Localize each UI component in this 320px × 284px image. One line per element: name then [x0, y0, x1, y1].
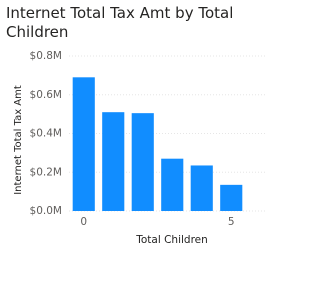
y-tick-label: $0.0M: [30, 205, 62, 217]
chart-title: Internet Total Tax Amt by Total Children: [6, 4, 234, 41]
bar: [190, 165, 213, 211]
x-tick-label: 0: [80, 216, 87, 228]
y-axis-title: Internet Total Tax Amt: [13, 85, 24, 195]
x-axis-title: Total Children: [135, 234, 208, 246]
y-tick-label: $0.4M: [30, 128, 62, 140]
bar: [131, 113, 154, 211]
chart: Total Children Internet Total Tax Amt $0…: [13, 50, 266, 246]
bar: [102, 112, 125, 211]
y-tick-label: $0.8M: [30, 50, 62, 62]
y-tick-label: $0.6M: [30, 89, 62, 101]
bar: [161, 158, 184, 211]
x-tick-label: 5: [228, 216, 235, 228]
y-tick-label: $0.2M: [30, 166, 62, 178]
chart-container: Internet Total Tax Amt by Total Children…: [6, 4, 266, 246]
bar: [220, 184, 243, 211]
bar: [72, 77, 95, 211]
